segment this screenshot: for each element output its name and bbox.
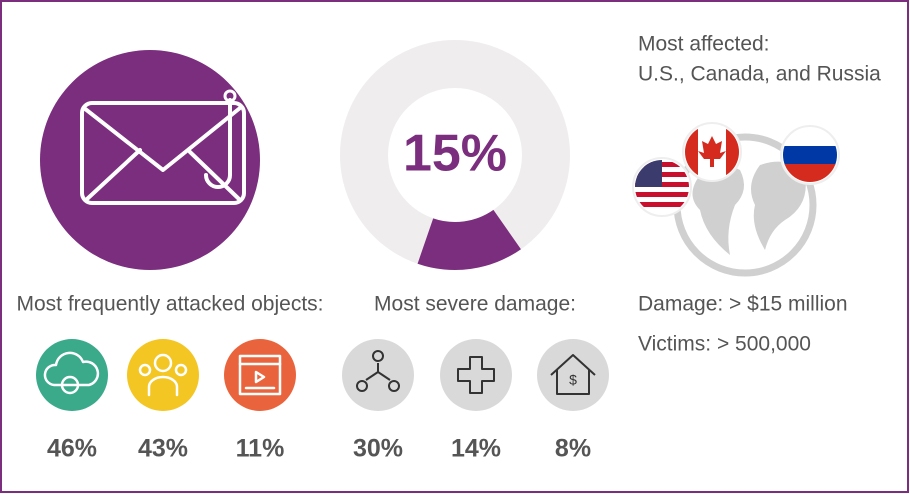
countries-title: Most affected:: [638, 33, 770, 56]
donut-label: 15%: [403, 125, 507, 183]
svg-text:$: $: [569, 372, 577, 388]
health-icon: [440, 339, 512, 411]
victims: Victims: > 500,000: [638, 333, 811, 356]
flag-us: [632, 157, 692, 217]
object-percent: 43%: [138, 435, 188, 463]
damage-percent: 30%: [353, 435, 403, 463]
house-icon: $: [537, 339, 609, 411]
cloud-icon: [36, 339, 108, 411]
damage-title: Most severe damage:: [374, 293, 576, 316]
countries: U.S., Canada, and Russia: [638, 63, 881, 86]
donut-segment: [417, 209, 521, 270]
network-icon: [342, 339, 414, 411]
damage-percent: 14%: [451, 435, 501, 463]
flag-russia: [780, 125, 840, 185]
globe-icon: [673, 133, 817, 277]
damage-percent: 8%: [555, 435, 591, 463]
objects-title: Most frequently attacked objects:: [17, 293, 324, 316]
flag-canada: [682, 122, 742, 182]
phishing-icon: [40, 50, 260, 270]
object-percent: 11%: [236, 435, 285, 463]
people-icon: [127, 339, 199, 411]
damage: Damage: > $15 million: [638, 293, 848, 316]
object-percent: 46%: [47, 435, 97, 463]
web-icon: [224, 339, 296, 411]
